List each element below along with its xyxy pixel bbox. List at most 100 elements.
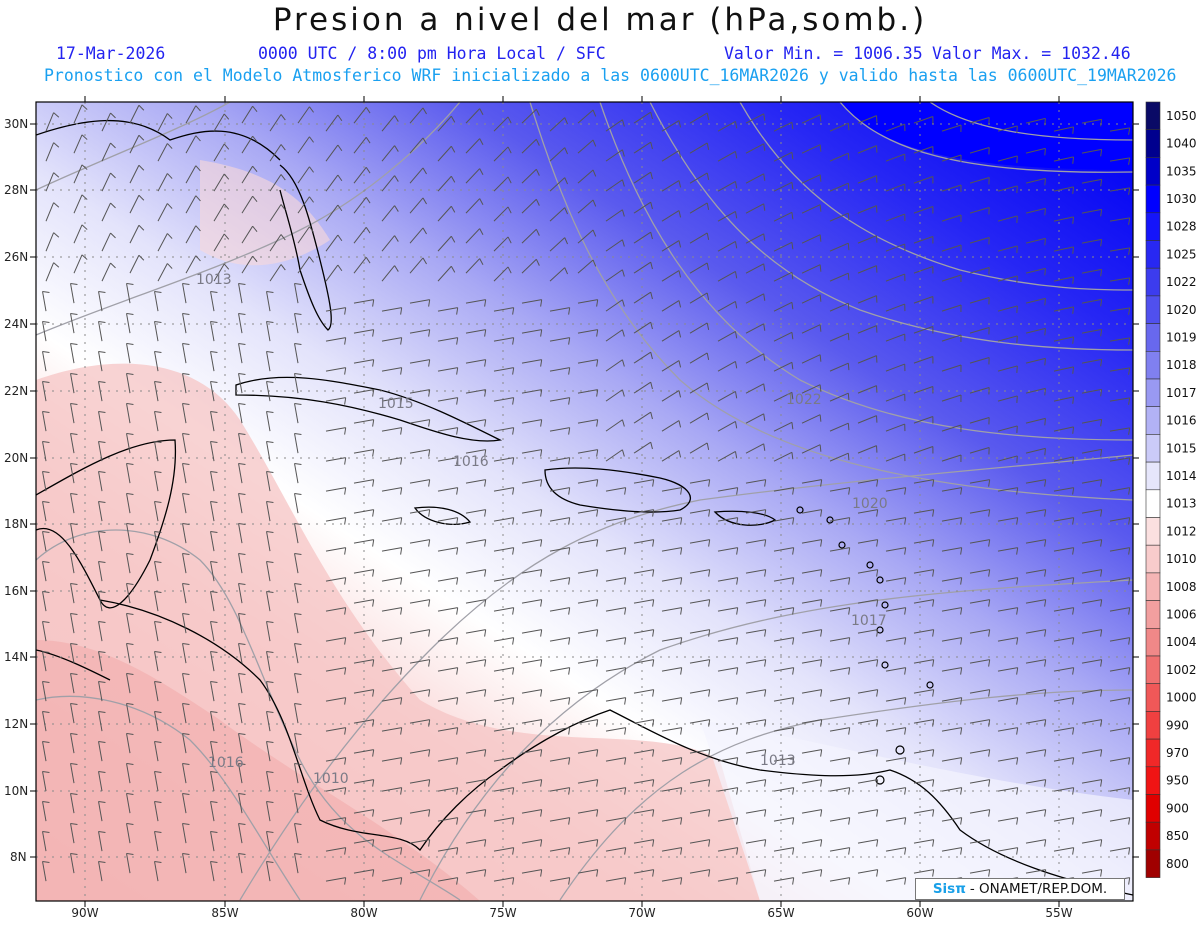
wind-barb-flag (154, 710, 162, 714)
wind-barb (409, 479, 430, 484)
wind-barb (157, 203, 168, 222)
wind-barb (997, 455, 1018, 462)
wind-barb (465, 419, 486, 424)
wind-barb-flag (1128, 217, 1131, 225)
wind-barb (773, 421, 793, 432)
wind-barb-flag (652, 719, 655, 727)
wind-barb (1025, 599, 1046, 604)
wind-barb (493, 367, 514, 372)
wind-barb-flag (223, 203, 230, 210)
wind-barb-flag (1100, 629, 1103, 637)
wind-barb-flag (266, 650, 274, 654)
wind-barb (294, 613, 299, 634)
wind-barb (126, 313, 131, 334)
wind-barb (98, 531, 103, 552)
colorbar-label: 1013 (1166, 497, 1197, 511)
wind-barb (857, 385, 877, 394)
wind-barb (745, 539, 766, 544)
wind-barb (605, 299, 623, 312)
wind-barb-flag (1072, 517, 1075, 525)
wind-barb-flag (344, 367, 347, 375)
wind-barb (801, 144, 821, 154)
wind-barb-flag (540, 869, 543, 877)
wind-barb-flag (848, 487, 851, 495)
wind-barb-flag (848, 787, 851, 795)
wind-barb (1053, 637, 1074, 642)
wind-barb (689, 569, 710, 574)
wind-barb-flag (70, 342, 78, 346)
colorbar-swatch (1145, 461, 1161, 491)
wind-barb-flag (309, 226, 314, 233)
wind-barb (549, 727, 570, 732)
wind-barb-flag (932, 479, 935, 487)
colorbar-swatch (1145, 434, 1161, 463)
wind-barb (885, 847, 906, 852)
wind-barb (661, 727, 682, 732)
wind-barb (941, 757, 962, 762)
wind-barb-flag (596, 809, 599, 817)
wind-barb (297, 106, 310, 124)
wind-barb (773, 817, 794, 822)
wind-barb (381, 337, 402, 342)
wind-barb-flag (512, 757, 515, 765)
wind-barb-flag (650, 202, 653, 210)
wind-barb (1081, 719, 1102, 724)
wind-barb (633, 171, 651, 184)
wind-barb-flag (53, 262, 60, 268)
wind-barb (941, 607, 962, 612)
wind-barb (294, 823, 299, 844)
wind-barb-flag (266, 800, 274, 804)
wind-barb-flag (820, 599, 823, 607)
wind-barb (182, 643, 187, 664)
wind-barb-flag (70, 402, 78, 406)
wind-barb-flag (568, 397, 571, 405)
pink-florida (200, 160, 330, 266)
wind-barb-flag (428, 389, 431, 397)
wind-barb (773, 877, 794, 882)
wind-barb-flag (42, 800, 50, 804)
wind-barb-flag (252, 255, 258, 262)
wind-barb-flag (708, 509, 711, 517)
wind-barb-flag (988, 719, 991, 727)
wind-barb-flag (791, 452, 794, 460)
wind-barb-flag (1128, 127, 1131, 135)
wind-barb-flag (266, 860, 274, 864)
wind-barb (210, 651, 215, 672)
wind-barb (857, 295, 877, 304)
wind-barb (210, 321, 215, 342)
wind-barb (493, 457, 514, 462)
wind-barb-flag (564, 147, 569, 155)
wind-barb (689, 839, 710, 844)
wind-barb-flag (507, 266, 512, 274)
wind-barb-flag (932, 719, 935, 727)
wind-barb (969, 116, 990, 124)
wind-barb-flag (266, 710, 274, 714)
wind-barb (521, 779, 542, 784)
wind-barb (689, 659, 710, 664)
wind-barb (773, 637, 794, 642)
wind-barb (577, 689, 598, 694)
wind-barb (941, 454, 962, 462)
wind-barb (1109, 577, 1130, 582)
wind-barb (689, 352, 708, 364)
wind-barb (493, 817, 514, 822)
wind-barb (1081, 118, 1102, 124)
wind-barb-flag (1044, 539, 1047, 547)
wind-barb-flag (294, 522, 302, 526)
wind-barb (294, 763, 299, 784)
wind-barb-flag (706, 112, 710, 120)
wind-barb (465, 869, 486, 874)
colorbar-swatch (1145, 794, 1161, 823)
wind-barb (941, 304, 962, 312)
wind-barb-flag (736, 697, 739, 705)
wind-barb-flag (592, 259, 597, 267)
wind-barb (297, 166, 310, 184)
wind-barb-flag (736, 727, 739, 735)
wind-barb (521, 138, 537, 154)
wind-barb-flag (680, 787, 683, 795)
wind-barb (238, 313, 243, 334)
wind-barb-flag (763, 293, 766, 301)
wind-barb-flag (1100, 599, 1103, 607)
lat-label: 20N (4, 451, 28, 465)
wind-barb-flag (592, 169, 597, 177)
